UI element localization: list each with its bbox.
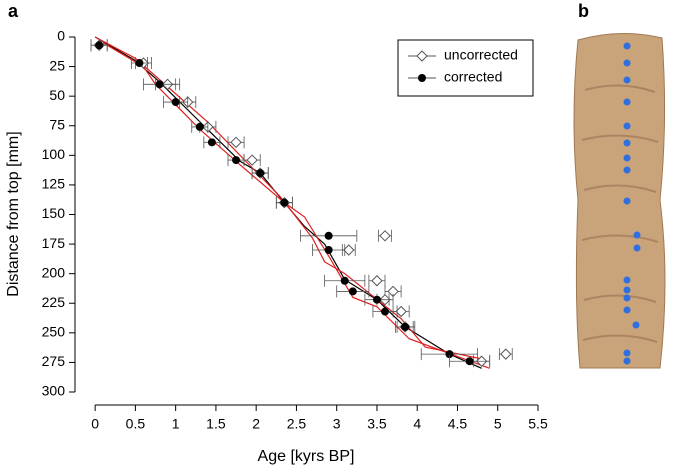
y-tick-label: 250	[42, 324, 66, 340]
y-tick-label: 275	[42, 353, 66, 369]
x-tick-label: 0	[91, 416, 99, 432]
y-tick-label: 200	[42, 264, 66, 280]
x-tick-label: 1	[172, 416, 180, 432]
y-tick-label: 50	[49, 87, 65, 103]
point	[465, 357, 474, 366]
x-tick-label: 4.5	[448, 416, 468, 432]
x-tick-label: 5.5	[528, 416, 548, 432]
y-tick-label: 125	[42, 176, 66, 192]
x-tick-label: 1.5	[206, 416, 226, 432]
y-tick-label: 300	[42, 383, 66, 399]
point	[135, 59, 144, 68]
legend-label: corrected	[444, 69, 502, 85]
point	[324, 246, 333, 254]
x-tick-label: 2	[252, 416, 260, 432]
x-tick-label: 0.5	[126, 416, 146, 432]
point	[256, 169, 265, 178]
point	[371, 275, 383, 287]
point	[379, 230, 391, 242]
panel-label: a	[8, 1, 19, 21]
x-tick-label: 3	[333, 416, 341, 432]
point	[246, 154, 258, 166]
y-tick-label: 175	[42, 235, 66, 251]
y-tick-label: 0	[57, 28, 65, 44]
legend-marker	[416, 50, 428, 62]
point	[500, 348, 512, 360]
point	[230, 136, 242, 149]
y-tick-label: 225	[42, 294, 66, 310]
x-axis-label: Age [kyrs BP]	[258, 448, 355, 465]
point	[343, 244, 355, 256]
point	[348, 287, 357, 296]
point	[232, 156, 241, 165]
point	[445, 350, 454, 359]
point	[207, 138, 216, 147]
x-tick-label: 4	[413, 416, 421, 432]
point	[395, 305, 407, 318]
point	[401, 322, 410, 331]
y-tick-label: 25	[49, 57, 65, 73]
point	[340, 276, 349, 285]
point	[171, 98, 180, 107]
y-tick-label: 100	[42, 146, 66, 162]
legend-box	[397, 39, 534, 97]
point	[280, 198, 289, 207]
legend-marker	[418, 74, 426, 82]
point	[324, 231, 333, 240]
x-tick-label: 3.5	[367, 416, 387, 432]
y-axis-label: Distance from top [mm]	[5, 131, 22, 296]
panel-label: b	[578, 1, 589, 21]
y-tick-label: 150	[42, 205, 66, 221]
stalagmite-photo	[573, 33, 666, 369]
x-tick-label: 5	[494, 416, 502, 432]
point	[155, 80, 164, 89]
point	[381, 307, 390, 316]
point	[195, 122, 204, 131]
point	[95, 41, 104, 50]
x-tick-label: 2.5	[287, 416, 307, 432]
y-tick-label: 75	[49, 116, 65, 132]
point	[372, 295, 381, 304]
legend-label: uncorrected	[444, 47, 518, 63]
